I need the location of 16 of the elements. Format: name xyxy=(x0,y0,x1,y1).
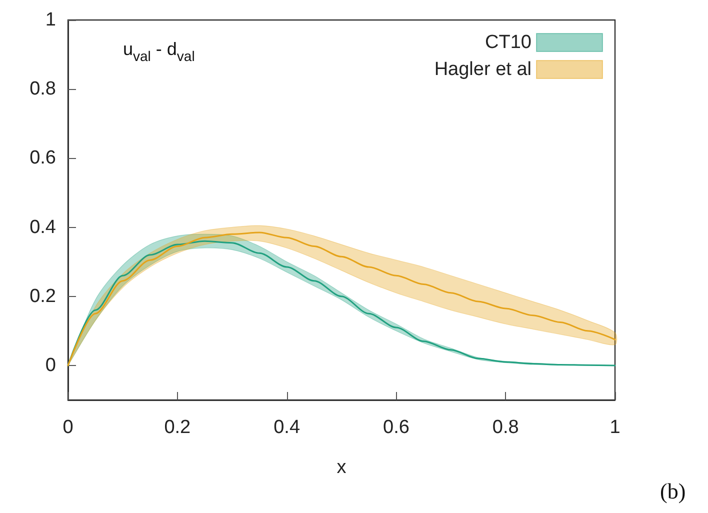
y-tick-label: 0.8 xyxy=(30,78,56,100)
y-tick-label: 1 xyxy=(45,10,56,30)
y-tick-label: 0.6 xyxy=(30,148,56,169)
x-tick-label: 0.8 xyxy=(492,417,519,438)
x-tick-label: 0.4 xyxy=(274,417,300,438)
y-tick-label: 0.2 xyxy=(30,286,56,307)
x-tick-label: 0.6 xyxy=(382,417,410,438)
legend-label: CT10 xyxy=(485,32,532,53)
x-axis-title: x xyxy=(336,457,347,478)
legend-label: Hagler et al xyxy=(434,59,532,80)
x-tick-label: 1 xyxy=(610,417,620,438)
text: (b) xyxy=(660,478,686,504)
x-tick-label: 0.2 xyxy=(164,417,191,438)
x-tick-label: 0 xyxy=(62,417,74,438)
y-tick-label: 0 xyxy=(45,354,56,376)
y-tick-label: 0.4 xyxy=(30,216,56,238)
